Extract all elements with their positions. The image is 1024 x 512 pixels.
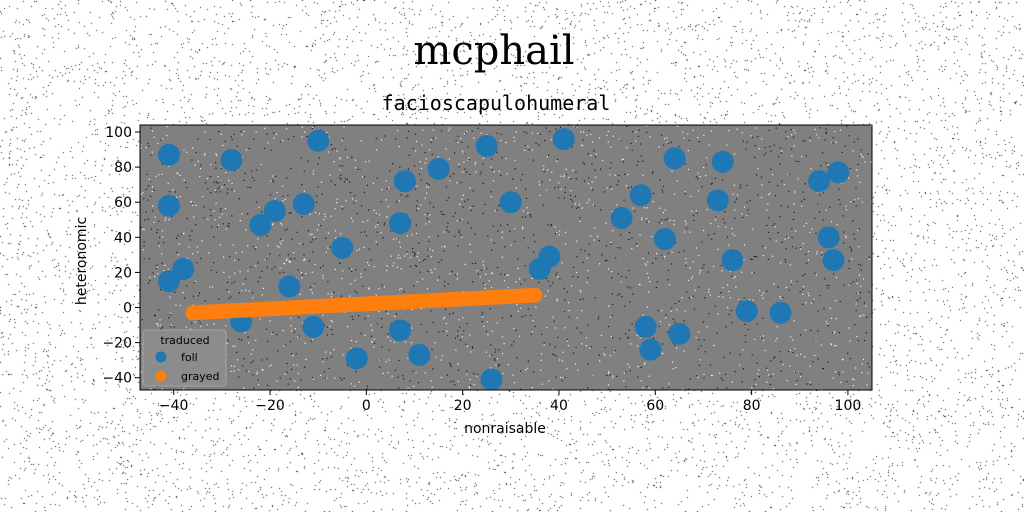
- scatter-point-foll: [302, 315, 325, 338]
- scatter-point-foll: [480, 368, 503, 391]
- legend-label-grayed: grayed: [181, 370, 220, 383]
- scatter-point-foll: [538, 245, 561, 268]
- scatter-point-foll: [157, 194, 180, 217]
- scatter-point-foll: [817, 226, 840, 249]
- chart-title: mcphail: [413, 28, 574, 74]
- scatter-point-foll: [249, 214, 272, 237]
- legend: traduced foll grayed: [142, 329, 227, 387]
- scatter-point-foll: [427, 157, 450, 180]
- scatter-point-foll: [220, 149, 243, 172]
- scatter-point-foll: [808, 170, 831, 193]
- scatter-point-grayed: [527, 287, 543, 303]
- scatter-point-foll: [663, 147, 686, 170]
- x-tick-label: −20: [255, 398, 285, 414]
- scatter-point-foll: [653, 228, 676, 251]
- x-tick-label: 100: [835, 398, 862, 414]
- y-tick-label: 40: [114, 230, 132, 246]
- scatter-point-foll: [157, 270, 180, 293]
- scatter-point-foll: [331, 236, 354, 259]
- scatter-point-foll: [292, 192, 315, 215]
- x-tick-label: −40: [159, 398, 189, 414]
- scatter-point-foll: [668, 322, 691, 345]
- x-axis-label: nonraisable: [464, 421, 546, 437]
- y-tick-label: −20: [102, 336, 132, 352]
- x-tick-label: 40: [550, 398, 568, 414]
- scatter-point-foll: [735, 300, 758, 323]
- scatter-point-foll: [278, 275, 301, 298]
- scatter-point-foll: [769, 301, 792, 324]
- scatter-point-foll: [499, 191, 522, 214]
- scatter-point-foll: [345, 347, 368, 370]
- y-tick-label: 60: [114, 195, 132, 211]
- scatter-point-foll: [389, 319, 412, 342]
- legend-label-foll: foll: [181, 351, 198, 364]
- y-tick-label: 20: [114, 265, 132, 281]
- scatter-point-foll: [822, 249, 845, 272]
- x-tick-label: 60: [646, 398, 664, 414]
- scatter-point-foll: [711, 150, 734, 173]
- scatter-point-foll: [307, 129, 330, 152]
- legend-marker-foll: [155, 351, 167, 363]
- scatter-point-foll: [721, 249, 744, 272]
- x-axis: −40 −20 0 20 40 60 80 100: [159, 390, 861, 414]
- scatter-point-foll: [389, 212, 412, 235]
- scatter-point-foll: [552, 128, 575, 151]
- scatter-point-foll: [408, 343, 431, 366]
- scatter-point-foll: [634, 315, 657, 338]
- y-tick-label: 100: [105, 125, 132, 141]
- x-tick-label: 80: [743, 398, 761, 414]
- scatter-point-foll: [827, 161, 850, 184]
- plot-background: [140, 125, 872, 390]
- x-tick-label: 0: [362, 398, 371, 414]
- y-axis-label: heteronomic: [74, 217, 90, 305]
- y-tick-label: 80: [114, 160, 132, 176]
- legend-title: traduced: [160, 334, 209, 347]
- chart-subtitle: facioscapulohumeral: [382, 91, 611, 115]
- scatter-point-foll: [172, 257, 195, 280]
- y-axis: −40 −20 0 20 40 60 80 100: [102, 125, 140, 387]
- scatter-point-foll: [639, 338, 662, 361]
- scatter-point-foll: [610, 207, 633, 230]
- scatter-point-foll: [263, 199, 286, 222]
- plot-area: [139, 124, 873, 391]
- y-tick-label: 0: [123, 301, 132, 317]
- scatter-point-foll: [629, 184, 652, 207]
- scatter-point-foll: [706, 189, 729, 212]
- plot-frame: [139, 124, 873, 391]
- scatter-point-foll: [393, 170, 416, 193]
- legend-marker-grayed: [155, 370, 167, 382]
- scatter-point-foll: [475, 135, 498, 158]
- scatter-point-foll: [157, 143, 180, 166]
- y-tick-label: −40: [102, 371, 132, 387]
- x-tick-label: 20: [454, 398, 472, 414]
